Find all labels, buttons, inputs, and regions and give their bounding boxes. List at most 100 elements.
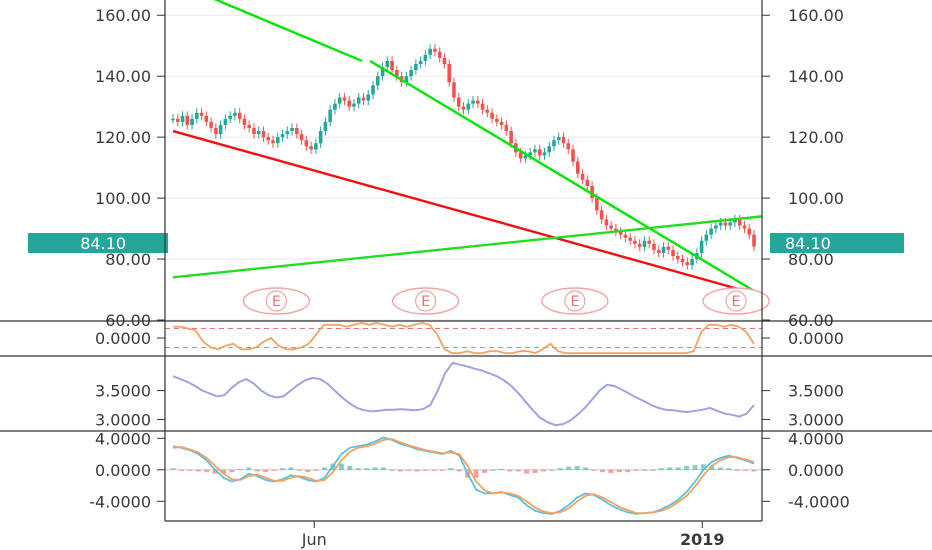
candle-body xyxy=(385,60,390,68)
candle-body xyxy=(175,118,180,122)
candle-body xyxy=(561,137,566,144)
y-tick-label: 100.00 xyxy=(95,189,151,208)
candle-body xyxy=(571,149,575,162)
candle-body xyxy=(528,152,532,156)
y-tick-label: 80.00 xyxy=(788,250,834,269)
candle-body xyxy=(714,225,718,229)
candle-body xyxy=(437,51,442,58)
time-axis: Jun 2019 xyxy=(301,521,725,549)
earnings-marker-label: E xyxy=(732,294,741,310)
candle-body xyxy=(575,161,580,174)
histogram-bar xyxy=(246,467,252,470)
histogram-bar xyxy=(439,469,445,471)
histogram-bar xyxy=(473,469,479,478)
oscillator-axis-left: 0.0000 xyxy=(95,329,165,348)
candle-body xyxy=(523,155,528,159)
candle-body xyxy=(237,112,242,119)
candle-body xyxy=(647,240,652,244)
histogram-bar xyxy=(372,467,378,470)
candle-body xyxy=(680,259,685,263)
candle-body xyxy=(375,76,380,86)
candle-body xyxy=(366,94,371,101)
histogram-bar xyxy=(726,468,732,470)
x-tick-label: Jun xyxy=(301,530,327,549)
histogram-bar xyxy=(221,469,227,474)
y-tick-label: 120.00 xyxy=(95,128,151,147)
candle-body xyxy=(447,64,452,83)
y-tick-label: -4.0000 xyxy=(788,492,850,511)
candle-body xyxy=(652,243,656,250)
y-tick-label: 80.00 xyxy=(105,250,151,269)
y-tick-label: 120.00 xyxy=(788,128,844,147)
earnings-marker-ring xyxy=(564,290,586,312)
candle-body xyxy=(228,115,232,119)
candle-body xyxy=(633,240,637,244)
oscillator-line xyxy=(173,321,755,355)
histogram-bar xyxy=(381,467,387,470)
candle-body xyxy=(414,64,418,71)
last-price-tag-right-bg xyxy=(770,233,904,253)
histogram-bar xyxy=(212,469,218,474)
candle-body xyxy=(171,118,175,121)
histogram-bar xyxy=(717,467,723,470)
candle-body xyxy=(309,146,313,150)
candle-body xyxy=(614,228,618,232)
histogram-bar xyxy=(642,469,648,471)
macd-signal-line xyxy=(172,438,755,515)
candle-body xyxy=(371,85,375,95)
candle-body xyxy=(752,234,756,247)
earnings-marker-label: E xyxy=(570,294,579,310)
candle-body xyxy=(361,97,366,101)
candle-body xyxy=(585,179,590,186)
histogram-bar xyxy=(524,469,530,474)
candle-body xyxy=(356,97,361,104)
candle-body xyxy=(709,228,713,235)
histogram-bar xyxy=(675,467,681,470)
histogram-bar xyxy=(515,469,521,472)
candle-body xyxy=(642,240,647,247)
oscillator-panel: 0.0000 0.0000 xyxy=(95,321,844,355)
candle-body xyxy=(180,115,185,122)
candle-body xyxy=(323,121,328,132)
trendline xyxy=(369,59,763,297)
candle-body xyxy=(604,219,609,226)
histogram-bar xyxy=(296,469,302,471)
histogram-bar xyxy=(633,469,639,471)
candle-body xyxy=(661,246,666,253)
histogram-bar xyxy=(482,469,488,473)
histogram-bar xyxy=(490,469,496,471)
candle-body xyxy=(718,222,723,226)
candle-body xyxy=(590,185,594,199)
candle-body xyxy=(628,237,632,241)
histogram-bar xyxy=(187,469,193,471)
candle-body xyxy=(685,262,690,266)
candle-body xyxy=(742,225,747,229)
histogram-bar xyxy=(279,468,285,470)
histogram-bar xyxy=(271,469,277,471)
y-tick-label: 3.0000 xyxy=(95,410,151,429)
histogram-bar xyxy=(650,469,656,471)
histogram-bar xyxy=(608,469,614,473)
histogram-bar xyxy=(751,469,757,472)
candle-body xyxy=(475,100,480,104)
y-tick-label: 100.00 xyxy=(788,189,844,208)
histogram-bar xyxy=(322,467,328,470)
y-tick-label: -4.0000 xyxy=(89,492,151,511)
candle-body xyxy=(247,124,251,128)
candle-body xyxy=(480,103,485,110)
candle-body xyxy=(333,103,337,110)
candle-body xyxy=(747,228,752,235)
candle-body xyxy=(699,240,704,253)
histogram-bar xyxy=(305,469,311,473)
histogram-bar xyxy=(204,469,210,473)
earnings-marker xyxy=(702,287,770,315)
y-tick-label: 140.00 xyxy=(95,67,151,86)
oscillator-axis-right: 0.0000 xyxy=(762,329,844,348)
candle-body xyxy=(442,57,447,64)
candle-body xyxy=(218,124,223,135)
histogram-bar xyxy=(347,465,353,470)
histogram-bar xyxy=(743,469,749,471)
macd-axis-left: 4.0000 0.0000 -4.0000 xyxy=(89,429,165,511)
candle-body xyxy=(314,143,318,150)
candle-body xyxy=(676,256,680,260)
